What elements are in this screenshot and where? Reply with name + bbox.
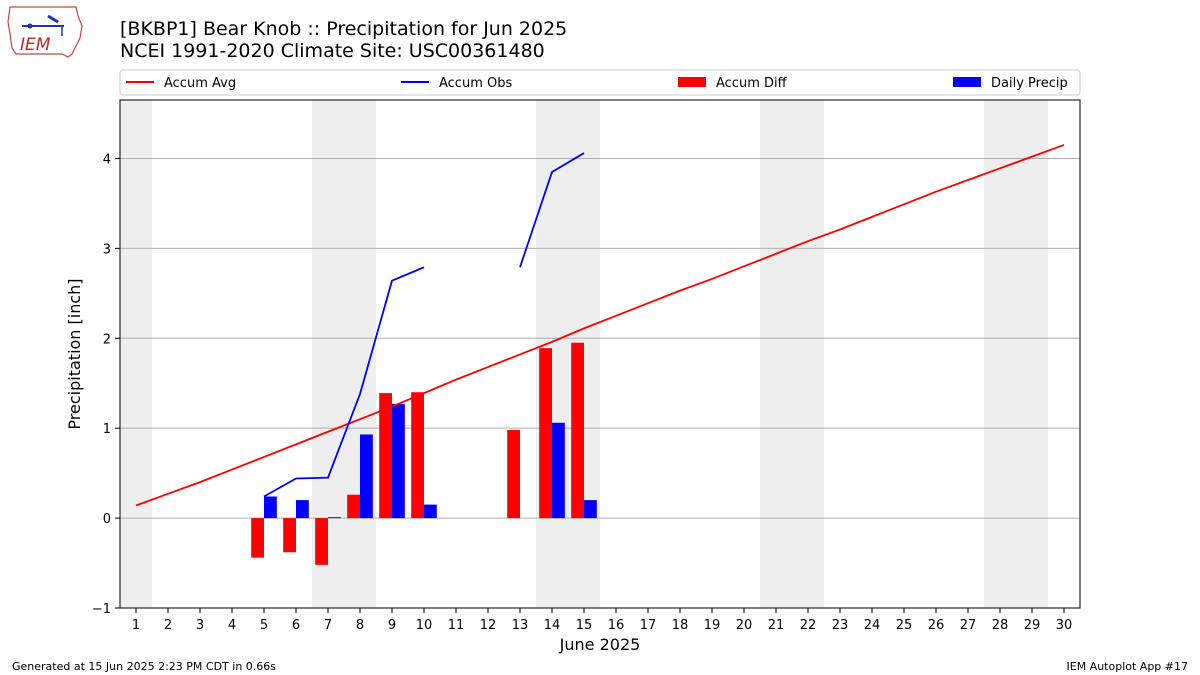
iem-logo: IEM (6, 4, 84, 64)
chart-subtitle: NCEI 1991-2020 Climate Site: USC00361480 (120, 40, 545, 62)
x-tick-label: 23 (832, 618, 849, 633)
bars (251, 342, 597, 565)
accum-avg-line (135, 144, 1065, 507)
x-tick-label: 24 (864, 618, 881, 633)
y-tick-label: −1 (92, 602, 111, 617)
weekend-band (984, 100, 1048, 608)
x-tick-label: 4 (228, 618, 236, 633)
axis-ticks: 1 2 3 4 5 6 7 8 9 10 11 12 13 14 15 16 17 18 19 20 21 22 23 24 2… (92, 152, 1072, 633)
x-tick-label: 18 (672, 618, 689, 633)
x-tick-label: 13 (512, 618, 529, 633)
accum-obs-line (519, 152, 585, 268)
x-tick-label: 26 (928, 618, 945, 633)
accum-diff-bar (283, 518, 296, 553)
x-tick-label: 11 (448, 618, 465, 633)
x-axis-label: June 2025 (559, 635, 641, 654)
lines (135, 144, 1065, 507)
accum-diff-bar (571, 342, 584, 519)
x-tick-label: 20 (736, 618, 753, 633)
x-tick-label: 27 (960, 618, 977, 633)
y-tick-label: 1 (103, 422, 111, 437)
accum-diff-bar (507, 429, 520, 519)
x-tick-label: 14 (544, 618, 561, 633)
daily-precip-bar (424, 504, 437, 519)
x-tick-label: 10 (416, 618, 433, 633)
accum-obs-line (263, 266, 425, 498)
daily-precip-bar (392, 403, 405, 519)
accum-diff-bar (379, 393, 392, 519)
accum-diff-bar (411, 392, 424, 519)
x-tick-label: 2 (164, 618, 172, 633)
x-tick-label: 22 (800, 618, 817, 633)
weekend-shading (120, 100, 1048, 608)
x-tick-label: 8 (356, 618, 364, 633)
daily-precip-bar (328, 517, 341, 519)
chart-title: [BKBP1] Bear Knob :: Precipitation for J… (120, 18, 568, 40)
daily-precip-bar (360, 434, 373, 519)
x-tick-label: 7 (324, 618, 332, 633)
x-tick-label: 3 (196, 618, 204, 633)
autoplot-app-label: IEM Autoplot App #17 (1066, 660, 1189, 673)
x-tick-label: 25 (896, 618, 913, 633)
accum-diff-bar (539, 348, 552, 519)
legend-label-accum-diff: Accum Diff (716, 76, 788, 91)
x-tick-label: 17 (640, 618, 657, 633)
accum-diff-bar (251, 518, 264, 558)
daily-precip-bar (552, 422, 565, 519)
weekend-band (760, 100, 824, 608)
accum-diff-bar (347, 494, 360, 519)
y-tick-label: 0 (103, 512, 111, 527)
x-tick-label: 29 (1024, 618, 1041, 633)
legend-box (119, 69, 1081, 96)
legend-swatch-daily-precip (953, 77, 981, 87)
daily-precip-bar (584, 500, 597, 519)
weekend-band (120, 100, 152, 608)
legend-label-accum-avg: Accum Avg (164, 76, 236, 91)
legend-label-accum-obs: Accum Obs (439, 76, 512, 91)
y-tick-label: 3 (103, 242, 111, 257)
y-axis-label: Precipitation [inch] (65, 278, 84, 429)
daily-precip-bar (264, 496, 277, 519)
x-tick-label: 9 (388, 618, 396, 633)
x-tick-label: 6 (292, 618, 300, 633)
generated-timestamp: Generated at 15 Jun 2025 2:23 PM CDT in … (12, 660, 277, 673)
x-tick-label: 21 (768, 618, 785, 633)
plot-frame (119, 99, 1081, 609)
daily-precip-bar (296, 500, 309, 519)
x-tick-label: 30 (1056, 618, 1073, 633)
x-tick-label: 16 (608, 618, 625, 633)
x-tick-label: 1 (132, 618, 140, 633)
legend-label-daily-precip: Daily Precip (991, 76, 1068, 91)
x-tick-label: 28 (992, 618, 1009, 633)
accum-diff-bar (315, 518, 328, 565)
legend: Accum Avg Accum Obs Accum Diff Daily Precip (119, 69, 1081, 96)
y-tick-label: 4 (103, 152, 111, 167)
legend-swatch-accum-diff (678, 77, 706, 87)
x-tick-label: 5 (260, 618, 268, 633)
logo-text: IEM (20, 35, 51, 55)
x-tick-label: 12 (480, 618, 497, 633)
y-tick-label: 2 (103, 332, 111, 347)
x-tick-label: 19 (704, 618, 721, 633)
x-tick-label: 15 (576, 618, 593, 633)
